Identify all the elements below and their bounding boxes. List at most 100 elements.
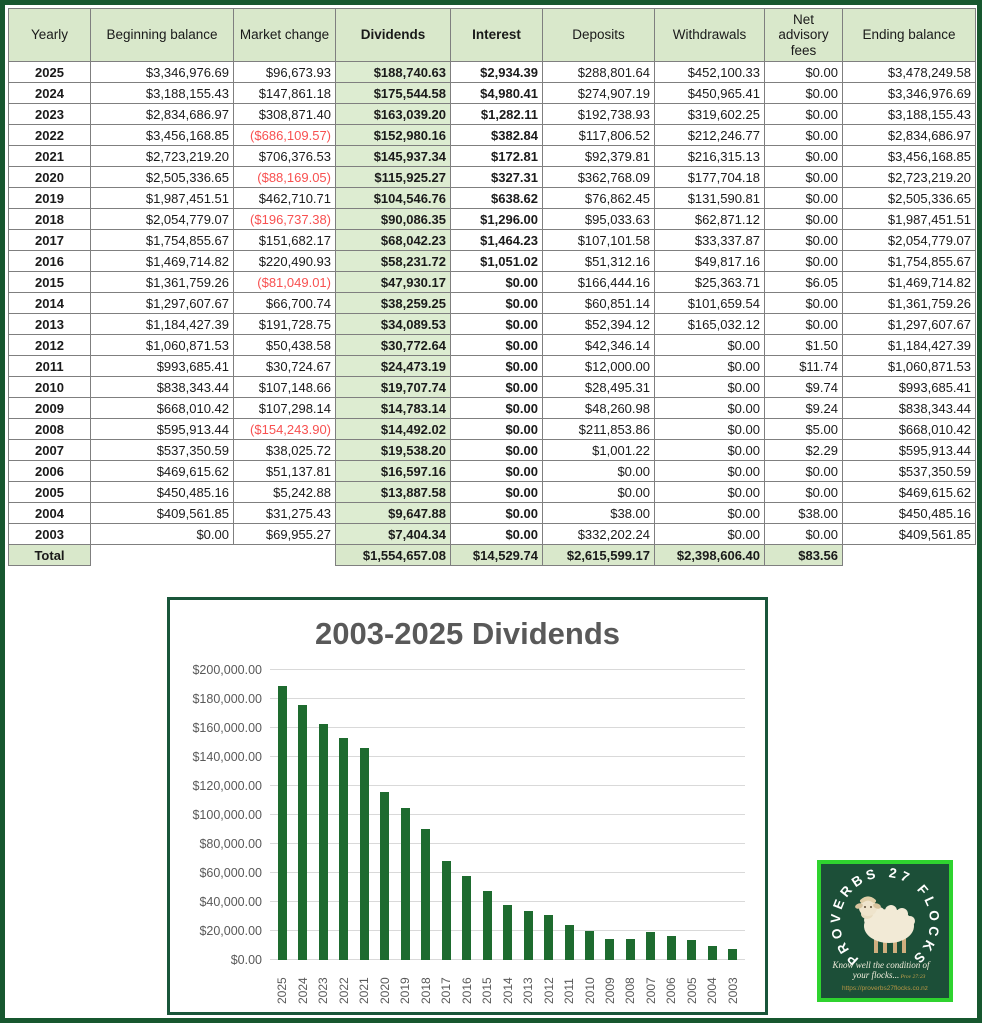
dividends-chart: 2003-2025 Dividends $0.00 $20,000.00 $40,0… <box>167 597 768 1015</box>
empty-cell <box>842 544 976 566</box>
value-cell: ($686,109.57) <box>233 124 336 146</box>
value-cell: $1,464.23 <box>450 229 543 251</box>
y-tick-label: $0.00 <box>230 953 262 967</box>
value-cell: $0.00 <box>764 481 843 503</box>
column-header: Deposits <box>542 8 655 62</box>
value-cell: $58,231.72 <box>335 250 451 272</box>
chart-x-axis: 2025 2024 2023 2022 2021 2020 2019 2018 2017 2016… <box>270 960 765 1004</box>
x-tick-label: 2021 <box>357 977 372 1004</box>
value-cell: $0.00 <box>764 229 843 251</box>
table-row: 2017 $1,754,855.67 $151,682.17 $68,042.23 $1… <box>8 229 976 251</box>
x-tick-label: 2003 <box>725 977 740 1004</box>
value-cell: $0.00 <box>450 376 543 398</box>
x-tick-label: 2019 <box>398 977 413 1004</box>
x-tick-label: 2022 <box>336 977 351 1004</box>
value-cell: $1,282.11 <box>450 103 543 125</box>
year-cell: 2024 <box>8 82 91 104</box>
value-cell: $19,707.74 <box>335 376 451 398</box>
chart-plot-area: $0.00 $20,000.00 $40,000.00 $60,000.00 $80,0… <box>170 663 765 967</box>
value-cell: $382.84 <box>450 124 543 146</box>
value-cell: $5,242.88 <box>233 481 336 503</box>
x-tick-label: 2007 <box>643 977 658 1004</box>
value-cell: $30,772.64 <box>335 334 451 356</box>
year-cell: 2018 <box>8 208 91 230</box>
year-cell: 2020 <box>8 166 91 188</box>
value-cell: $16,597.16 <box>335 460 451 482</box>
value-cell: $177,704.18 <box>654 166 765 188</box>
value-cell: $668,010.42 <box>90 397 234 419</box>
value-cell: $838,343.44 <box>90 376 234 398</box>
value-cell: $332,202.24 <box>542 523 655 545</box>
total-cell: $1,554,657.08 <box>335 544 451 566</box>
value-cell: $0.00 <box>450 292 543 314</box>
value-cell: $0.00 <box>654 460 765 482</box>
table-row: 2008 $595,913.44 ($154,243.90) $14,492.02 $0… <box>8 418 976 440</box>
value-cell: $115,925.27 <box>335 166 451 188</box>
value-cell: $152,980.16 <box>335 124 451 146</box>
gridline <box>270 843 745 844</box>
value-cell: $38,259.25 <box>335 292 451 314</box>
value-cell: $69,955.27 <box>233 523 336 545</box>
year-cell: 2021 <box>8 145 91 167</box>
bar <box>687 939 697 960</box>
year-cell: 2025 <box>8 61 91 83</box>
bar <box>359 748 369 960</box>
total-cell: $14,529.74 <box>450 544 543 566</box>
value-cell: ($81,049.01) <box>233 271 336 293</box>
table-row: 2025 $3,346,976.69 $96,673.93 $188,740.63 $2… <box>8 61 976 83</box>
value-cell: $452,100.33 <box>654 61 765 83</box>
value-cell: $47,930.17 <box>335 271 451 293</box>
value-cell: $96,673.93 <box>233 61 336 83</box>
value-cell: $117,806.52 <box>542 124 655 146</box>
column-header: Net advisory fees <box>764 8 843 62</box>
value-cell: $104,546.76 <box>335 187 451 209</box>
bar <box>523 910 533 960</box>
value-cell: $38,025.72 <box>233 439 336 461</box>
value-cell: $131,590.81 <box>654 187 765 209</box>
x-tick-label: 2005 <box>684 977 699 1004</box>
value-cell: $0.00 <box>764 124 843 146</box>
year-cell: 2008 <box>8 418 91 440</box>
empty-cell <box>233 544 336 566</box>
value-cell: $0.00 <box>450 481 543 503</box>
value-cell: $191,728.75 <box>233 313 336 335</box>
year-cell: 2022 <box>8 124 91 146</box>
value-cell: $0.00 <box>654 481 765 503</box>
year-cell: 2010 <box>8 376 91 398</box>
x-tick-label: 2016 <box>459 977 474 1004</box>
value-cell: $0.00 <box>654 397 765 419</box>
x-tick-label: 2013 <box>521 977 536 1004</box>
table-row: 2009 $668,010.42 $107,298.14 $14,783.14 $0.0… <box>8 397 976 419</box>
bar <box>380 791 390 960</box>
value-cell: $0.00 <box>654 523 765 545</box>
year-cell: 2023 <box>8 103 91 125</box>
value-cell: ($154,243.90) <box>233 418 336 440</box>
value-cell: $0.00 <box>654 439 765 461</box>
value-cell: $51,312.16 <box>542 250 655 272</box>
value-cell: $175,544.58 <box>335 82 451 104</box>
table-row: 2021 $2,723,219.20 $706,376.53 $145,937.34 $… <box>8 145 976 167</box>
value-cell: $1,469,714.82 <box>90 250 234 272</box>
value-cell: $60,851.14 <box>542 292 655 314</box>
value-cell: $95,033.63 <box>542 208 655 230</box>
y-tick-label: $60,000.00 <box>199 866 262 880</box>
x-tick-label: 2014 <box>500 977 515 1004</box>
x-tick-label: 2011 <box>562 978 577 1004</box>
value-cell: $151,682.17 <box>233 229 336 251</box>
value-cell: $2,054,779.07 <box>842 229 976 251</box>
bar <box>646 931 656 960</box>
bar <box>298 705 308 960</box>
sheep-icon <box>855 896 915 953</box>
value-cell: $25,363.71 <box>654 271 765 293</box>
value-cell: $3,456,168.85 <box>90 124 234 146</box>
table-row: 2011 $993,685.41 $30,724.67 $24,473.19 $0.00… <box>8 355 976 377</box>
column-header: Ending balance <box>842 8 976 62</box>
value-cell: $9.74 <box>764 376 843 398</box>
value-cell: $0.00 <box>654 418 765 440</box>
value-cell: $993,685.41 <box>90 355 234 377</box>
table-row: 2004 $409,561.85 $31,275.43 $9,647.88 $0.00 $… <box>8 502 976 524</box>
value-cell: $537,350.59 <box>90 439 234 461</box>
value-cell: $172.81 <box>450 145 543 167</box>
gridline <box>270 727 745 728</box>
column-header: Interest <box>450 8 543 62</box>
